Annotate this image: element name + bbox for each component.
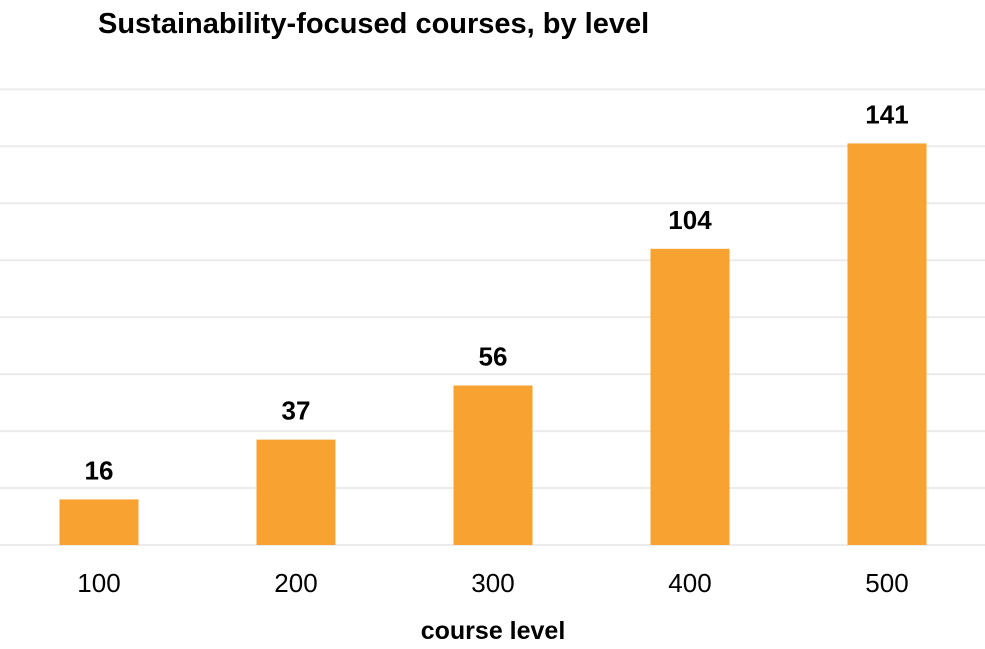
bar-400 bbox=[650, 248, 730, 546]
x-tick-label-100: 100 bbox=[77, 568, 120, 598]
bar-200 bbox=[256, 439, 336, 545]
x-tick-label-200: 200 bbox=[274, 568, 317, 598]
gridlines bbox=[0, 88, 985, 546]
x-tick-label-400: 400 bbox=[668, 568, 711, 598]
data-labels: 16 37 56 104 141 bbox=[85, 99, 909, 485]
data-label-500: 141 bbox=[865, 99, 908, 129]
bar-500 bbox=[847, 143, 927, 545]
data-label-100: 16 bbox=[85, 455, 114, 485]
data-label-400: 104 bbox=[668, 205, 712, 235]
x-tick-label-300: 300 bbox=[471, 568, 514, 598]
bar-100 bbox=[59, 499, 139, 545]
bar-300 bbox=[453, 385, 533, 545]
data-label-200: 37 bbox=[282, 396, 311, 426]
bars bbox=[59, 143, 927, 546]
x-axis-title: course level bbox=[421, 617, 566, 645]
chart-title: Sustainability-focused courses, by level bbox=[98, 8, 649, 40]
x-tick-label-500: 500 bbox=[865, 568, 908, 598]
x-axis-ticks: 100 200 300 400 500 bbox=[77, 568, 908, 598]
data-label-300: 56 bbox=[479, 342, 508, 372]
